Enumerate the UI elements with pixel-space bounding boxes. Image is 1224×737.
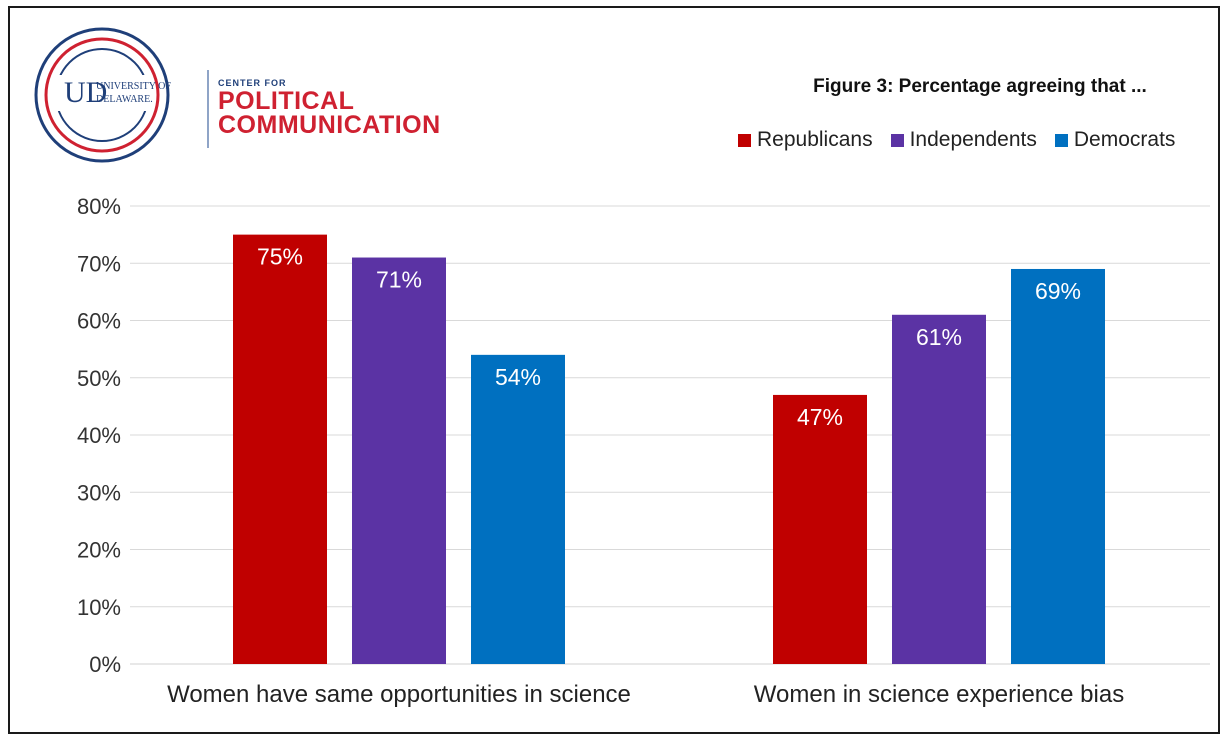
university-logo: UD UNIVERSITY OF DELAWARE. CENTER FOR PO… xyxy=(34,27,441,163)
legend-swatch-republicans xyxy=(738,133,751,147)
logo-political: POLITICAL xyxy=(218,87,354,115)
legend-label-republicans: Republicans xyxy=(757,128,873,151)
chart-legend: Republicans Independents Democrats xyxy=(738,128,1175,152)
logo-university-line1: UNIVERSITY OF xyxy=(96,81,171,92)
chart-title: Figure 3: Percentage agreeing that ... xyxy=(813,76,1147,97)
logo-communication: COMMUNICATION xyxy=(218,111,441,139)
logo-university-line2: DELAWARE. xyxy=(96,94,153,105)
legend-swatch-democrats xyxy=(1054,133,1068,147)
seal-icon: UD xyxy=(34,27,170,163)
logo-center-for: CENTER FOR xyxy=(218,78,287,88)
ud-monogram: UD xyxy=(64,76,107,109)
legend-item-republicans: Republicans xyxy=(738,128,873,152)
legend-swatch-independents xyxy=(890,133,904,147)
legend-label-independents: Independents xyxy=(909,128,1037,151)
legend-label-democrats: Democrats xyxy=(1073,128,1176,151)
legend-item-democrats: Democrats xyxy=(1054,128,1176,152)
legend-item-independents: Independents xyxy=(890,128,1037,152)
